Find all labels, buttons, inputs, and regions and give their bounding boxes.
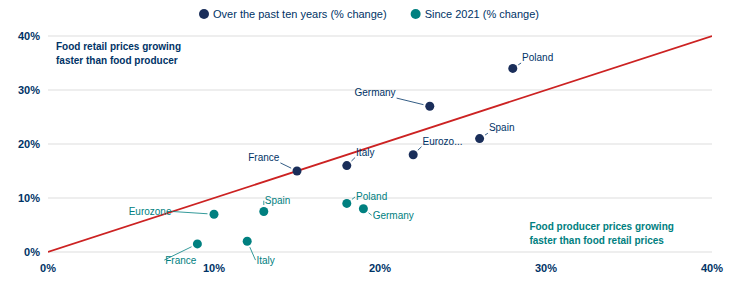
point-label: Poland [522,52,553,63]
point-label: Germany [373,210,414,221]
point-label: France [165,255,197,266]
point [193,239,202,248]
point [259,207,268,216]
point [425,102,434,111]
y-tick-label: 10% [18,192,40,204]
point-label: Eurozo... [423,136,463,147]
point-label: Spain [489,122,515,133]
leader-line [485,133,488,135]
leader-line [518,63,521,65]
point [475,134,484,143]
leader-line [352,197,355,199]
y-tick-label: 0% [24,246,40,258]
y-tick-label: 30% [18,84,40,96]
x-tick-label: 30% [535,262,557,274]
leader-line [418,147,422,151]
point [342,199,351,208]
chart: 0% 10% 20% 30% 40% 0% 10% 20% 30% 40% France Italy E… [0,0,738,282]
leader-line [369,213,372,215]
leader-line [250,247,256,260]
legend-marker [199,9,209,19]
point-label: Spain [265,195,291,206]
point-label: Poland [356,191,387,202]
grid-line [48,252,712,253]
point-label: France [248,152,280,163]
leader-line [173,212,208,214]
leader-line [280,163,291,168]
point [359,204,368,213]
leader-line [397,98,424,105]
x-tick-label: 20% [369,262,391,274]
y-tick-label: 40% [18,30,40,42]
x-tick-label: 10% [203,262,225,274]
point-labels: France Italy Eurozo... Spain Germany Poland Fr… [129,52,554,266]
annotation-line: faster than food retail prices [529,235,664,246]
annotation: Food retail prices growing faster than fo… [56,41,181,66]
point [293,167,302,176]
point-label: Italy [257,255,275,266]
point [243,237,252,246]
point-label: Germany [354,87,395,98]
annotation-line: Food producer prices growing [529,221,673,232]
reference-line [48,36,712,252]
annotation-line: faster than food producer [56,55,178,66]
grid-line [48,36,712,37]
legend: Over the past ten years (% change) Since … [199,8,539,20]
x-tick-label: 0% [40,262,56,274]
annotation-line: Food retail prices growing [56,41,181,52]
point [210,210,219,219]
point [409,150,418,159]
legend-label: Over the past ten years (% change) [213,8,387,20]
marks [48,36,712,252]
leader-line [351,158,355,162]
legend-marker [411,9,421,19]
point-label: Italy [356,147,374,158]
point-label: Eurozone [129,206,172,217]
annotation: Food producer prices growing faster than … [529,221,673,246]
x-tick-label: 40% [701,262,723,274]
point [508,64,517,73]
grid [48,36,712,252]
y-tick-label: 20% [18,138,40,150]
point [342,161,351,170]
legend-label: Since 2021 (% change) [425,8,539,20]
